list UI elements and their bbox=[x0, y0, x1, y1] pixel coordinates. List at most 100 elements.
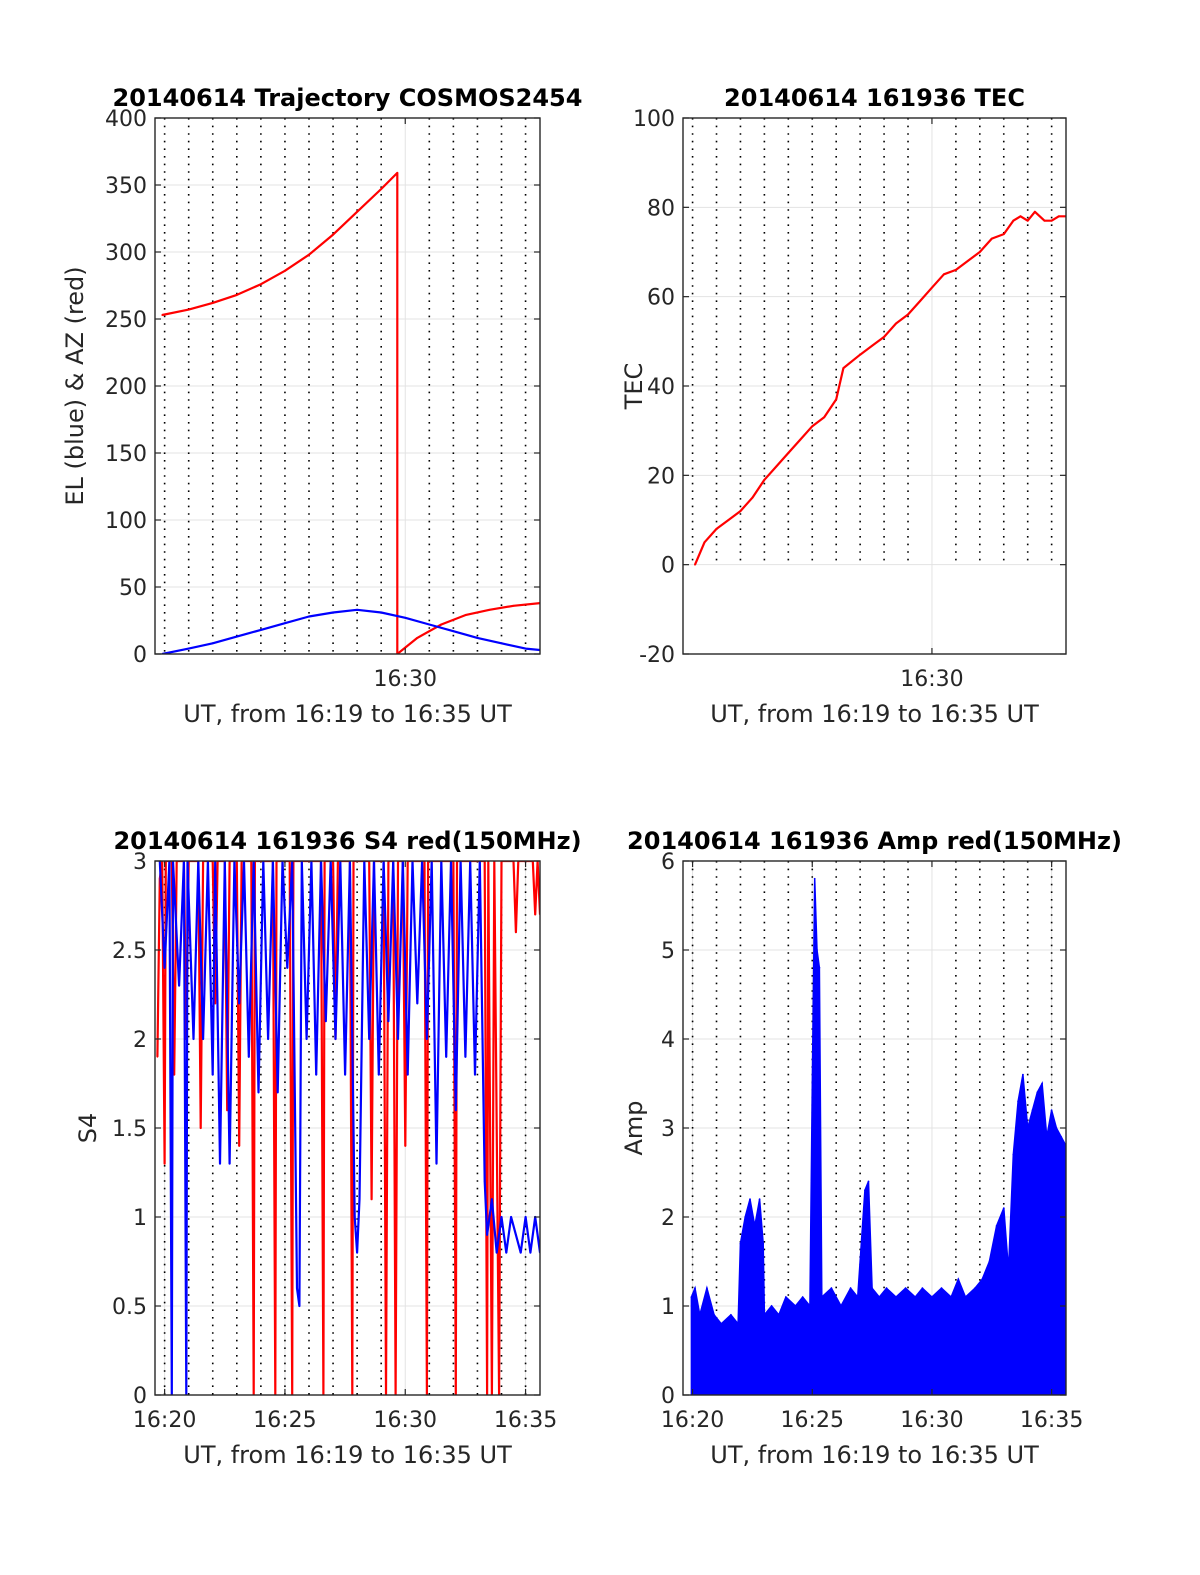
series-1-point bbox=[818, 966, 821, 969]
y-axis-label: Amp bbox=[620, 1100, 648, 1155]
series-1-point bbox=[840, 1305, 842, 1307]
series-2-point bbox=[308, 615, 310, 618]
series-2-point bbox=[211, 642, 214, 645]
series-1-point bbox=[995, 1225, 998, 1227]
y-tick-label: 3 bbox=[133, 850, 147, 875]
series-2-point bbox=[324, 1020, 327, 1023]
series-1-point bbox=[813, 877, 816, 880]
series-1-point bbox=[907, 313, 909, 316]
series-1-point bbox=[730, 1314, 732, 1316]
y-axis-label: EL (blue) & AZ (red) bbox=[61, 266, 89, 505]
series-1-point bbox=[749, 1198, 751, 1201]
series-1-point bbox=[416, 637, 419, 639]
series-1-point bbox=[706, 1287, 708, 1290]
series-1-point bbox=[1057, 215, 1060, 218]
series-2-point bbox=[163, 966, 166, 969]
series-2-point bbox=[219, 1162, 221, 1165]
series-1-point bbox=[332, 233, 334, 236]
y-tick-label: 1.5 bbox=[112, 1117, 147, 1142]
chart-panel-1: 0 50 100 150 200 250 300 350 400 16:30 UT, from 16… bbox=[61, 84, 582, 728]
x-axis-label: UT, from 16:19 to 16:35 UT bbox=[710, 1441, 1039, 1469]
y-tick-label: 300 bbox=[105, 241, 147, 266]
y-tick-label: 0 bbox=[133, 643, 147, 668]
series-1-point bbox=[161, 314, 164, 316]
series-1-point bbox=[727, 519, 730, 521]
series-1-point bbox=[904, 1287, 907, 1290]
y-tick-label: 5 bbox=[661, 939, 675, 964]
series-1-point bbox=[931, 286, 933, 289]
y-tick-label: 6 bbox=[661, 850, 675, 875]
series-1-point bbox=[690, 1296, 693, 1298]
series-2-point bbox=[426, 1038, 428, 1040]
y-tick-label: 100 bbox=[105, 509, 147, 534]
series-1-point bbox=[830, 1287, 833, 1290]
y-tick-label: 200 bbox=[105, 375, 147, 400]
series-2-point bbox=[380, 611, 383, 614]
chart-title: 20140614 161936 S4 red(150MHz) bbox=[113, 827, 581, 855]
y-tick-label: 250 bbox=[105, 308, 147, 333]
data-layer bbox=[693, 210, 1066, 566]
series-1-point bbox=[308, 253, 310, 256]
series-2-point bbox=[435, 1162, 438, 1165]
series-1-point bbox=[703, 541, 706, 544]
chart-title: 20140614 161936 Amp red(150MHz) bbox=[627, 827, 1122, 855]
series-2-point bbox=[524, 647, 527, 650]
series-1-point bbox=[775, 465, 778, 468]
series-1-point bbox=[794, 1305, 797, 1307]
series-1-point bbox=[763, 1314, 766, 1316]
series-2-point bbox=[276, 1091, 279, 1094]
series-2-point bbox=[247, 1055, 250, 1058]
y-tick-label: 0 bbox=[661, 554, 675, 579]
series-1-point bbox=[799, 438, 802, 441]
series-1-point bbox=[1050, 219, 1053, 222]
series-2-point bbox=[377, 1073, 380, 1076]
y-tick-label: 0.5 bbox=[112, 1295, 147, 1320]
series-1-point bbox=[187, 308, 190, 311]
series-1-point bbox=[720, 1322, 723, 1325]
series-1-point bbox=[1022, 1073, 1024, 1076]
series-1-point bbox=[878, 1296, 881, 1298]
series-1-point bbox=[751, 496, 754, 499]
series-2-point bbox=[344, 1073, 346, 1076]
series-2-point bbox=[524, 1216, 527, 1218]
y-tick-label: 50 bbox=[119, 576, 147, 601]
series-2-point bbox=[529, 1251, 532, 1254]
chart-title: 20140614 161936 TEC bbox=[724, 84, 1025, 112]
series-1-point bbox=[744, 1216, 747, 1218]
series-2-point bbox=[505, 1251, 508, 1254]
series-1-point bbox=[238, 1144, 241, 1147]
series-2-point bbox=[332, 611, 334, 614]
y-tick-label: 0 bbox=[133, 1384, 147, 1409]
x-tick-label: 16:30 bbox=[374, 667, 437, 692]
series-1-point bbox=[919, 300, 921, 302]
x-tick-label: 16:30 bbox=[900, 1408, 963, 1433]
series-1-point bbox=[758, 1198, 761, 1201]
series-1-point bbox=[1043, 219, 1046, 222]
series-1-point bbox=[787, 452, 790, 454]
series-1-point bbox=[1012, 1153, 1015, 1156]
series-2-point bbox=[428, 623, 431, 626]
series-1-point bbox=[1017, 1100, 1019, 1103]
series-1-point bbox=[842, 367, 845, 369]
series-1-point bbox=[440, 623, 443, 626]
series-2-point bbox=[211, 1073, 214, 1076]
series-1-point bbox=[811, 1082, 814, 1085]
series-1-point bbox=[1026, 219, 1029, 222]
series-1-point bbox=[885, 1287, 888, 1290]
series-1-point bbox=[260, 283, 262, 286]
x-tick-label: 16:25 bbox=[781, 1408, 844, 1433]
series-2-point bbox=[404, 616, 407, 619]
series-1-point bbox=[856, 1296, 859, 1298]
y-tick-label: 80 bbox=[647, 196, 675, 221]
series-1-point bbox=[356, 210, 358, 213]
series-2-point bbox=[187, 647, 190, 650]
series-1-point bbox=[777, 1314, 780, 1316]
series-1-point bbox=[1026, 1127, 1029, 1129]
series-2-point bbox=[257, 1091, 260, 1094]
series-1-point bbox=[883, 336, 885, 338]
series-1-point bbox=[488, 608, 491, 611]
series-1-point bbox=[739, 1242, 742, 1245]
series-1-point bbox=[1036, 1091, 1039, 1094]
y-tick-label: 2.5 bbox=[112, 939, 147, 964]
y-tick-label: 3 bbox=[661, 1117, 675, 1142]
